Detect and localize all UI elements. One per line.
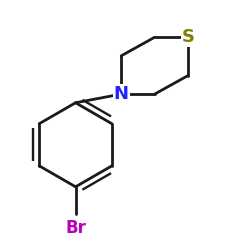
Text: S: S (182, 28, 194, 46)
Text: N: N (114, 85, 129, 103)
Text: Br: Br (65, 218, 86, 236)
